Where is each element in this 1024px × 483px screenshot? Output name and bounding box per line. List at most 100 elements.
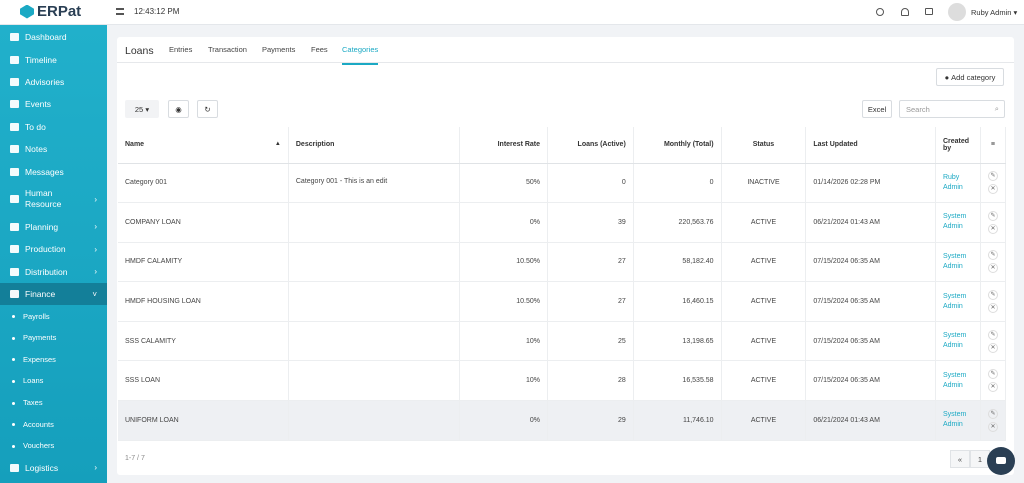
avatar[interactable] <box>948 3 966 21</box>
submenu-item[interactable]: Loans <box>0 370 107 392</box>
header-label: Interest Rate <box>497 141 541 149</box>
menu-item[interactable]: Human Resource › <box>0 183 107 216</box>
tab[interactable]: Payments <box>262 45 296 54</box>
search-icon: ⌕ <box>994 104 999 113</box>
table-cell <box>288 242 461 283</box>
column-visibility-button[interactable]: ◉ <box>168 100 189 118</box>
column-header[interactable]: Loans (Active) <box>547 127 634 164</box>
column-options[interactable]: ≡ <box>980 127 1007 164</box>
record-info: 1-7 / 7 <box>125 455 145 462</box>
tab[interactable]: Transaction <box>208 45 247 54</box>
column-header[interactable]: Name ▲ <box>118 127 289 164</box>
menu-icon <box>10 167 19 176</box>
submenu-item[interactable]: Vouchers <box>0 435 107 457</box>
submenu-item[interactable]: Payments <box>0 327 107 349</box>
delete-button[interactable]: ✕ <box>987 342 998 353</box>
menu-item[interactable]: To do <box>0 116 107 138</box>
edit-button[interactable]: ✎ <box>987 210 998 221</box>
page-size-select[interactable]: 25 ▾ <box>125 100 159 118</box>
row-actions: ✎ ✕ <box>980 242 1007 283</box>
delete-button[interactable]: ✕ <box>987 303 998 314</box>
menu-toggle[interactable] <box>116 8 124 15</box>
menu-item[interactable]: Production › <box>0 238 107 260</box>
menu-label: Human Resource <box>25 188 62 210</box>
column-header[interactable]: Interest Rate <box>459 127 549 164</box>
chevron: › <box>94 244 97 254</box>
submenu-item[interactable]: Payrolls <box>0 305 107 327</box>
search-input[interactable]: Search ⌕ <box>899 100 1005 118</box>
submenu-item[interactable]: Expenses <box>0 348 107 370</box>
menu-label: Vouchers <box>23 441 55 451</box>
edit-button[interactable]: ✎ <box>987 369 998 380</box>
menu-label: Finance <box>25 289 56 300</box>
column-header[interactable]: Status <box>721 127 807 164</box>
search-placeholder: Search <box>906 104 930 114</box>
menu-item[interactable]: Distribution › <box>0 261 107 283</box>
menu-item[interactable]: Timeline <box>0 48 107 70</box>
chat-button[interactable] <box>987 447 1015 475</box>
table-cell: 0 <box>547 163 634 204</box>
column-header[interactable]: Last Updated <box>805 127 936 164</box>
row-actions: ✎ ✕ <box>980 400 1007 441</box>
user-menu[interactable]: Ruby Admin ▾ <box>971 8 1018 17</box>
table-cell: 10% <box>459 321 549 362</box>
delete-button[interactable]: ✕ <box>987 223 998 234</box>
table-cell: HMDF CALAMITY <box>118 242 289 283</box>
edit-button[interactable]: ✎ <box>987 408 998 419</box>
menu-item[interactable]: Events <box>0 93 107 115</box>
table-body: Category 001 Category 001 - This is an ed… <box>118 163 1007 441</box>
table-cell: HMDF HOUSING LOAN <box>118 281 289 322</box>
edit-button[interactable]: ✎ <box>987 171 998 182</box>
button-label: Excel <box>867 104 887 114</box>
menu-item[interactable]: Advisories <box>0 71 107 93</box>
logo[interactable]: ERPat <box>20 3 81 20</box>
header-label: Status <box>752 141 775 149</box>
table-cell: 11,746.10 <box>633 400 722 441</box>
menu-item[interactable]: Messages <box>0 160 107 182</box>
excel-button[interactable]: Excel <box>862 100 892 118</box>
table-cell[interactable]: System Admin <box>935 400 981 441</box>
column-header[interactable]: Description <box>288 127 461 164</box>
delete-button[interactable]: ✕ <box>987 263 998 274</box>
table-row: SSS CALAMITY 10% 25 13,198.65 ACTIVE 07/15/20… <box>118 321 1007 362</box>
refresh-button[interactable]: ↻ <box>197 100 218 118</box>
column-header[interactable]: Created by <box>935 127 981 164</box>
table-row: HMDF HOUSING LOAN 10.50% 27 16,460.15 ACTIVE… <box>118 281 1007 322</box>
menu-item[interactable]: Finance ˅ <box>0 282 107 306</box>
table-cell <box>288 360 461 402</box>
menu-item[interactable]: Logistics › <box>0 456 107 478</box>
add-category-button[interactable]: ● Add category <box>936 68 1004 86</box>
menu-item[interactable]: Notes <box>0 138 107 160</box>
sort-icon: ▲ <box>274 141 281 148</box>
menu-item[interactable]: Dashboard <box>0 26 107 48</box>
table-cell: ACTIVE <box>721 281 807 322</box>
tab[interactable]: Fees <box>311 45 328 54</box>
submenu-item[interactable]: Accounts <box>0 413 107 435</box>
table-cell[interactable]: System Admin <box>935 321 981 362</box>
table-cell: ACTIVE <box>721 202 807 243</box>
submenu-item[interactable]: Taxes <box>0 392 107 414</box>
tab[interactable]: Categories <box>342 45 379 65</box>
table-cell[interactable]: System Admin <box>935 281 981 322</box>
delete-button[interactable]: ✕ <box>987 382 998 393</box>
table-cell[interactable]: Ruby Admin <box>935 163 981 204</box>
tab[interactable]: Entries <box>169 45 193 54</box>
delete-button[interactable]: ✕ <box>987 184 998 195</box>
table-cell: 10.50% <box>459 281 549 322</box>
menu-item[interactable]: Planning › <box>0 216 107 238</box>
table-cell[interactable]: System Admin <box>935 202 981 243</box>
edit-button[interactable]: ✎ <box>987 290 998 301</box>
page-button[interactable]: « <box>950 450 970 468</box>
menu-label: Accounts <box>23 419 54 429</box>
edit-button[interactable]: ✎ <box>987 329 998 340</box>
notifications-icon[interactable] <box>901 8 909 16</box>
menu-label: Production <box>25 244 66 255</box>
table-cell[interactable]: System Admin <box>935 360 981 402</box>
column-header[interactable]: Monthly (Total) <box>633 127 722 164</box>
delete-button[interactable]: ✕ <box>987 421 998 432</box>
search-icon[interactable] <box>876 8 884 16</box>
edit-button[interactable]: ✎ <box>987 250 998 261</box>
row-actions: ✎ ✕ <box>980 281 1007 322</box>
table-cell[interactable]: System Admin <box>935 242 981 283</box>
messages-icon[interactable] <box>925 8 933 15</box>
